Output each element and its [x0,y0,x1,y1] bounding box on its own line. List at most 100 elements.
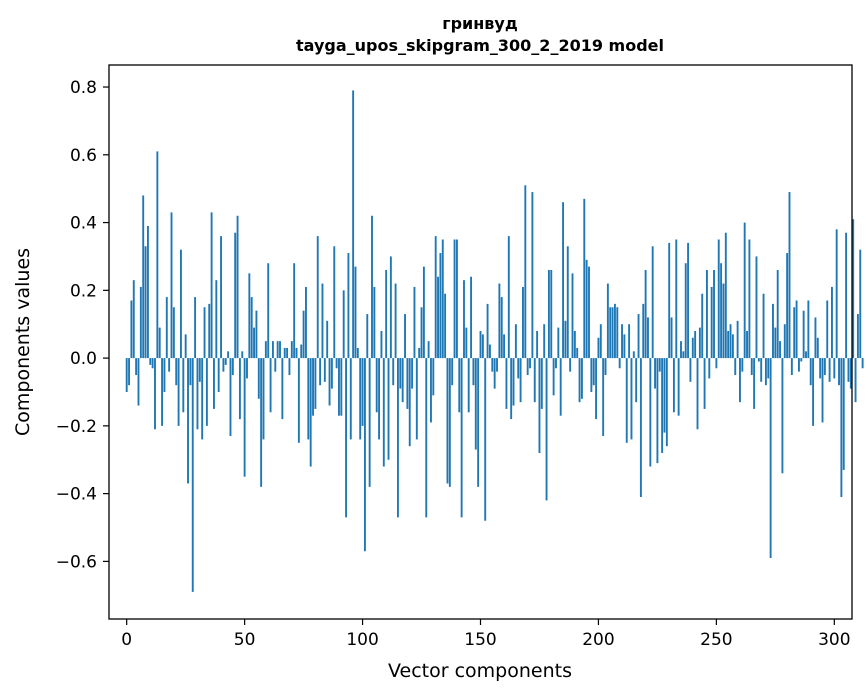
bar [677,358,680,416]
bar [328,358,331,406]
bar [606,283,609,359]
bar [604,358,607,376]
bar [182,358,185,413]
bar [144,246,147,359]
bar [689,358,692,382]
x-axis-label: Vector components [388,660,572,682]
bar [852,219,855,359]
bar [573,330,576,359]
bar [481,334,484,359]
bar [503,334,506,359]
bar [538,358,541,453]
bar [220,236,222,359]
bar [833,358,836,379]
bar [826,300,829,359]
bar [786,253,789,359]
bar [592,358,595,386]
bar [234,232,237,359]
bar [644,270,647,359]
bar [213,358,215,409]
bar [656,358,659,464]
bar [772,303,774,359]
bar [729,324,732,359]
bar [283,347,286,359]
bar [380,330,383,359]
bar [378,358,381,440]
bar [854,358,857,403]
bar [835,229,838,359]
bar [588,266,590,359]
bar [335,358,338,369]
bar [189,358,192,386]
bar [552,358,555,396]
bar [401,358,404,403]
bar [536,330,539,359]
bar [682,351,685,359]
bar [783,324,786,359]
bar [484,358,487,521]
bar [302,310,305,359]
bar [819,358,822,379]
bar [404,314,406,359]
bar [823,358,826,376]
bar [371,215,373,359]
bar [250,297,253,359]
bar [293,263,296,359]
bar [753,358,756,409]
bar [422,266,425,359]
bar [389,256,392,359]
bar [842,358,845,470]
bar [496,358,498,372]
bar [639,358,642,498]
bar [187,358,189,484]
bar [271,341,274,359]
y-tick-label: −0.4 [56,485,97,505]
bar [488,344,491,359]
bar [734,358,737,376]
bar [790,358,793,376]
bar [625,358,628,443]
bar [399,358,402,389]
y-tick-label: −0.6 [56,552,97,572]
bar [451,358,454,386]
bar [460,358,463,518]
bar [672,358,675,413]
bar [472,358,475,386]
bar [769,358,772,558]
bar [663,358,666,433]
bar [724,232,727,359]
bar [385,270,388,359]
bar [800,358,803,362]
bar [224,358,227,365]
bar [345,358,347,518]
bar [444,293,447,359]
bar [125,358,128,392]
bar [368,358,371,487]
bar [205,358,208,426]
bar [566,246,569,359]
bar [731,334,734,359]
bar [191,358,194,592]
bar [432,358,435,396]
bar [687,242,690,359]
bar [658,358,661,372]
y-tick-label: 0.6 [70,146,97,166]
bar [269,358,272,413]
bar [828,358,831,382]
bar [580,358,583,399]
bar [413,286,416,359]
bar [387,358,390,460]
bar [795,300,798,359]
bar [260,358,263,487]
bar [238,358,241,420]
bar [555,358,557,369]
bar [514,324,517,359]
bar [797,358,800,372]
bar [156,151,159,359]
bar [680,341,682,359]
bar [146,225,149,359]
bar [465,327,468,359]
bar [139,286,142,359]
x-tick-label: 200 [582,630,614,650]
